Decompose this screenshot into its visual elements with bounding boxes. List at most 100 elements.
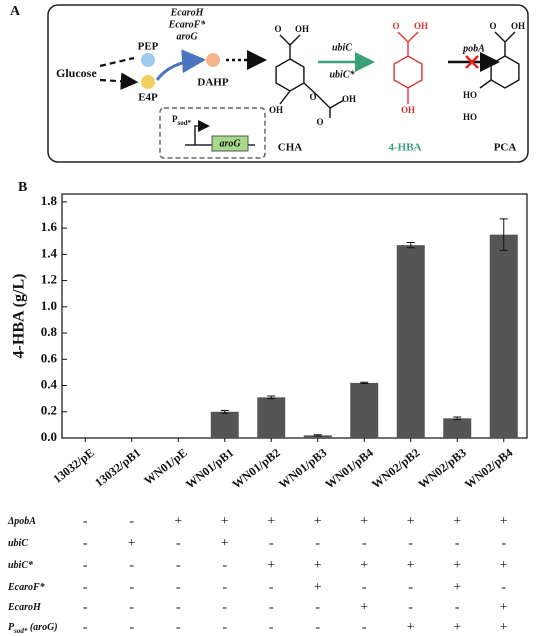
panel-a-frame <box>47 4 529 163</box>
row-name: ubiC <box>8 538 28 549</box>
cell: - <box>222 620 227 635</box>
cell: - <box>269 600 274 615</box>
cell: + <box>267 558 275 573</box>
enzyme: EcaroH <box>170 7 205 18</box>
y-tick-label: 1.0 <box>41 298 57 313</box>
e4p: E4P <box>138 92 158 104</box>
cell: + <box>453 620 461 635</box>
atom-label: O <box>309 92 316 102</box>
atom-label: OH <box>295 24 309 34</box>
cell: - <box>362 580 367 595</box>
error-bar <box>453 416 462 421</box>
error-bar <box>267 395 276 400</box>
cell: - <box>315 620 320 635</box>
cell: + <box>360 514 368 529</box>
row-name: P <box>8 622 15 633</box>
cell: - <box>269 620 274 635</box>
atom-label: OH <box>269 105 283 115</box>
pep-dot <box>141 53 155 67</box>
cell: - <box>83 600 88 615</box>
gene: aroG <box>219 138 241 149</box>
promoter-name: P <box>172 114 178 124</box>
cell: - <box>129 558 134 573</box>
bar <box>303 435 332 438</box>
cell: - <box>176 558 181 573</box>
cell: + <box>360 600 368 615</box>
y-tick-label: 1.6 <box>41 219 58 234</box>
x-tick-label: WN01/pE <box>141 445 190 487</box>
cell: - <box>455 600 460 615</box>
cell: - <box>129 620 134 635</box>
row-label: Psod* (aroG) <box>8 622 58 634</box>
bar <box>257 397 286 438</box>
x-tick-label: 13032/pB1 <box>92 445 143 489</box>
hba: 4-HBA <box>389 142 422 154</box>
cell: - <box>176 600 181 615</box>
row-name: EcaroH <box>7 602 42 613</box>
bar <box>443 418 472 438</box>
cell: + <box>407 620 415 635</box>
cha: CHA <box>278 142 303 154</box>
dahp: DAHP <box>197 77 228 89</box>
bar <box>210 411 239 438</box>
cell: - <box>83 536 88 551</box>
bar <box>350 382 379 438</box>
atom-label: HO <box>463 112 477 122</box>
y-tick-label: 0.2 <box>41 403 57 418</box>
x-tick-label: WN02/pB2 <box>369 445 422 491</box>
y-tick-label: 1.8 <box>41 193 58 208</box>
cell: - <box>408 600 413 615</box>
ring <box>275 58 305 92</box>
bond <box>397 31 419 56</box>
cell: + <box>500 514 508 529</box>
x-tick-label: 13032/pE <box>50 445 96 486</box>
x-tick-label: WN02/pB3 <box>416 445 469 491</box>
atom-label: O <box>392 21 399 31</box>
error-bar <box>499 218 508 251</box>
cell: - <box>362 620 367 635</box>
cell: - <box>129 600 134 615</box>
row-subscript: sod* <box>13 627 28 635</box>
cell: - <box>269 580 274 595</box>
promoter: Psod* <box>172 114 192 127</box>
row-label: EcaroF* <box>7 582 46 593</box>
cell: + <box>267 514 275 529</box>
cell: + <box>360 558 368 573</box>
cell: - <box>129 580 134 595</box>
promoter-sub: sod* <box>178 119 192 127</box>
cell: + <box>407 558 415 573</box>
e4p-dot <box>141 75 155 89</box>
y-tick-label: 1.2 <box>41 272 57 287</box>
y-tick-label: 0.6 <box>41 350 58 365</box>
blue-arrow <box>155 49 206 81</box>
row-name: EcaroF* <box>7 582 46 593</box>
cell: - <box>83 514 88 529</box>
cell: + <box>174 514 182 529</box>
cell: - <box>83 620 88 635</box>
cell: + <box>453 514 461 529</box>
x-tick-label: WN02/pB4 <box>462 445 515 491</box>
dahp-dot <box>206 53 220 67</box>
row-label: ubiC* <box>8 560 34 571</box>
x-tick-label: WN01/pB2 <box>230 445 283 491</box>
cell: + <box>407 514 415 529</box>
enzyme: pobA <box>462 43 485 54</box>
cell: - <box>455 536 460 551</box>
cell: - <box>176 580 181 595</box>
atom-label: O <box>316 117 323 127</box>
cell: - <box>83 558 88 573</box>
enzyme: EcaroF* <box>168 19 207 30</box>
y-tick-label: 0.0 <box>41 429 57 444</box>
y-axis-label: 4-HBA (g/L) <box>11 274 28 359</box>
bar <box>396 245 425 438</box>
cell: + <box>500 600 508 615</box>
cell: - <box>362 536 367 551</box>
row-label: ΔpobA <box>7 516 36 527</box>
enzyme: ubiC* <box>329 69 355 80</box>
error-bar <box>406 242 415 249</box>
atom-label: OH <box>414 21 428 31</box>
panel-label: A <box>10 4 21 19</box>
row-label: EcaroH <box>7 602 42 613</box>
